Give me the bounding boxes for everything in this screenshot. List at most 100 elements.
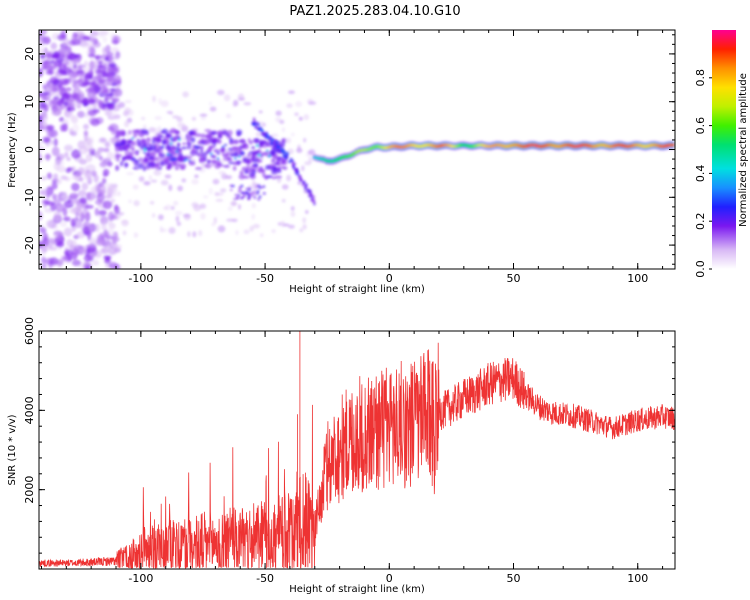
heatmap-cell — [256, 149, 262, 155]
heatmap-cell — [217, 225, 226, 233]
heatmap-cell — [67, 254, 72, 262]
heatmap-cell — [67, 102, 74, 109]
heatmap-cell — [215, 198, 224, 203]
heatmap-cell — [132, 184, 139, 190]
heatmap-cell — [56, 241, 65, 248]
x-tick-label: 0 — [386, 572, 393, 585]
heatmap-cell — [237, 162, 241, 166]
heatmap-cell — [131, 158, 135, 161]
heatmap-cell — [258, 186, 262, 189]
heatmap-cell — [85, 153, 93, 163]
heatmap-cell — [159, 226, 163, 233]
heatmap-cell — [128, 199, 133, 204]
heatmap-cell — [217, 130, 223, 137]
heatmap-cell — [176, 116, 183, 123]
heatmap-cell — [294, 112, 299, 117]
colorbar-ticks: 0.0 0.2 0.4 0.6 0.8 — [694, 69, 712, 278]
heatmap-cell — [51, 109, 62, 116]
heatmap-cell — [231, 201, 237, 207]
heatmap-cell — [290, 211, 296, 217]
heatmap-cell — [63, 101, 69, 107]
heatmap-cell — [229, 153, 236, 157]
heatmap-cell — [238, 155, 242, 158]
heatmap-cell — [210, 131, 218, 135]
heatmap-cell — [41, 199, 51, 204]
heatmap-cell — [39, 47, 45, 53]
heatmap-cell — [252, 191, 256, 194]
heatmap-cell — [70, 115, 79, 124]
heatmap-cell — [161, 145, 165, 148]
heatmap-cell — [210, 154, 216, 158]
heatmap-cell — [182, 91, 189, 98]
heatmap-cell — [88, 98, 96, 104]
heatmap-cell — [58, 84, 63, 88]
heatmap-cell — [286, 137, 292, 144]
heatmap-cell — [115, 84, 121, 89]
heatmap-cell — [95, 238, 104, 246]
heatmap-cell — [204, 128, 212, 133]
heatmap-cell — [60, 30, 67, 40]
heatmap-cell — [108, 74, 114, 79]
heatmap-cell — [270, 133, 279, 138]
heatmap-cell — [78, 209, 84, 220]
heatmap-cell — [239, 196, 243, 200]
heatmap-cell — [134, 149, 140, 153]
heatmap-cell — [304, 209, 309, 215]
heatmap-cell — [116, 158, 120, 162]
heatmap-cell — [256, 158, 263, 163]
heatmap-cell — [140, 138, 147, 144]
heatmap-cell — [86, 42, 95, 51]
heatmap-cell — [97, 79, 106, 84]
heatmap-cell — [40, 189, 51, 196]
heatmap-cell — [54, 71, 60, 76]
heatmap-cell — [228, 161, 235, 165]
heatmap-cell — [215, 159, 222, 165]
heatmap-cell — [102, 36, 108, 43]
heatmap-cell — [95, 69, 100, 75]
heatmap-cell — [92, 260, 100, 266]
heatmap-cell — [79, 197, 88, 204]
heatmap-cell — [262, 185, 266, 188]
heatmap-cell — [177, 156, 183, 162]
heatmap-cell — [200, 212, 206, 220]
heatmap-cell — [241, 191, 245, 195]
heatmap-cell — [39, 142, 43, 147]
heatmap-cell — [282, 223, 290, 227]
heatmap-cell — [106, 68, 111, 75]
heatmap-cell — [248, 188, 252, 192]
x-tick-label: -50 — [256, 572, 274, 585]
x-tick-label: -50 — [256, 272, 274, 285]
heatmap-cell — [135, 129, 141, 133]
heatmap-cell — [298, 116, 303, 121]
heatmap-cell — [124, 162, 128, 168]
heatmap-cell — [83, 123, 89, 130]
heatmap-cell — [256, 191, 260, 195]
heatmap-cell — [142, 165, 147, 172]
heatmap-cell — [57, 48, 66, 55]
heatmap-cell — [111, 39, 119, 45]
heatmap-cell — [261, 122, 266, 127]
heatmap-cell — [94, 207, 99, 217]
heatmap-cell — [65, 167, 72, 174]
colorbar-label: Normalized spectral amplitude — [738, 73, 749, 227]
heatmap-cell — [155, 138, 161, 144]
heatmap-cell — [148, 175, 153, 181]
heatmap-cell — [232, 166, 237, 171]
heatmap-cell — [257, 198, 261, 201]
heatmap-cell — [177, 147, 180, 150]
heatmap-cell — [83, 74, 89, 82]
heatmap-cell — [66, 156, 71, 162]
heatmap-cell — [206, 159, 211, 164]
heatmap-cell — [161, 153, 166, 158]
heatmap-cell — [105, 44, 111, 54]
heatmap-cell — [213, 149, 220, 153]
heatmap-cell — [127, 130, 132, 135]
heatmap-cell — [189, 130, 194, 136]
heatmap-cell — [102, 221, 107, 230]
heatmap-cell — [88, 223, 97, 233]
heatmap-cell — [54, 88, 61, 92]
heatmap-cell — [229, 188, 233, 192]
heatmap-cell — [53, 210, 62, 221]
heatmap-cell — [140, 128, 148, 135]
